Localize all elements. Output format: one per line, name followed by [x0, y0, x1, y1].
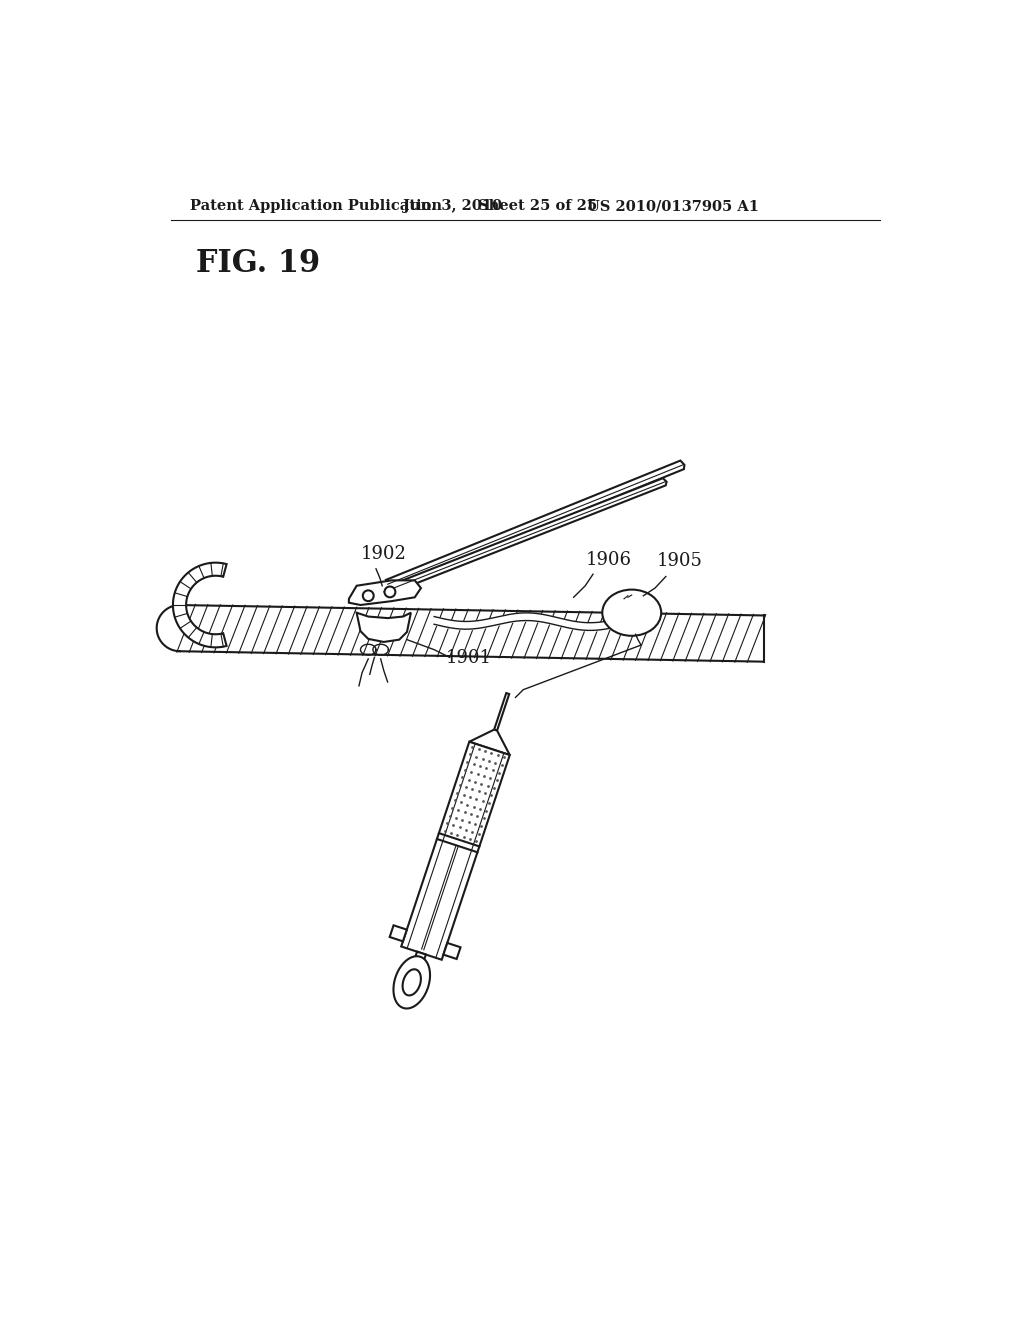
- Polygon shape: [469, 730, 510, 755]
- Polygon shape: [356, 612, 411, 642]
- Circle shape: [385, 586, 395, 598]
- Text: 1905: 1905: [656, 553, 702, 570]
- Polygon shape: [495, 693, 509, 730]
- Text: FIG. 19: FIG. 19: [197, 248, 321, 280]
- Polygon shape: [390, 925, 407, 941]
- Polygon shape: [402, 969, 421, 995]
- Polygon shape: [382, 478, 667, 595]
- Circle shape: [362, 590, 374, 601]
- Polygon shape: [414, 952, 426, 965]
- Text: Jun. 3, 2010: Jun. 3, 2010: [403, 199, 502, 213]
- Ellipse shape: [602, 590, 662, 636]
- Polygon shape: [386, 461, 684, 589]
- Text: Sheet 25 of 25: Sheet 25 of 25: [478, 199, 598, 213]
- Text: 1902: 1902: [360, 545, 407, 562]
- Text: Patent Application Publication: Patent Application Publication: [190, 199, 442, 213]
- Polygon shape: [401, 742, 510, 960]
- Text: US 2010/0137905 A1: US 2010/0137905 A1: [587, 199, 759, 213]
- Polygon shape: [349, 581, 421, 605]
- Text: 1906: 1906: [586, 550, 631, 569]
- Polygon shape: [173, 562, 226, 647]
- Text: 1901: 1901: [445, 648, 492, 667]
- Polygon shape: [443, 942, 461, 958]
- Polygon shape: [393, 956, 430, 1008]
